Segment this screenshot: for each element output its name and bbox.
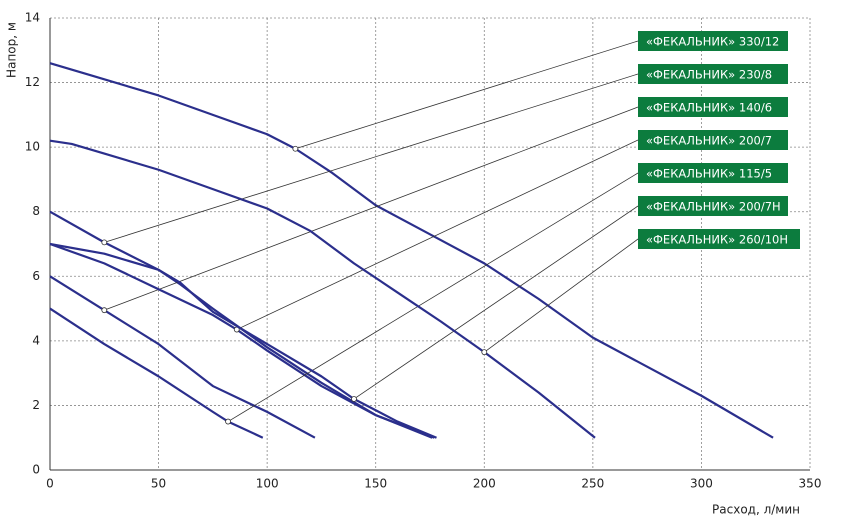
y-tick-label: 6	[32, 269, 40, 283]
legend-label: «ФЕКАЛЬНИК» 330/12	[646, 35, 779, 49]
callout-line	[104, 73, 639, 243]
label-box	[638, 31, 788, 51]
y-tick-label: 14	[25, 11, 40, 25]
legend-label: «ФЕКАЛЬНИК» 200/7Н	[646, 200, 781, 214]
curve	[49, 242, 437, 439]
callout-point	[481, 349, 488, 356]
callout-line	[353, 205, 639, 400]
label-box	[638, 97, 788, 117]
callout-line	[227, 172, 639, 422]
x-tick-label: 50	[151, 477, 166, 491]
callout-point	[351, 396, 357, 402]
x-tick-label: 150	[364, 477, 387, 491]
label-box	[638, 196, 788, 216]
curve	[49, 275, 316, 439]
y-axis-title: Напор, м	[5, 22, 19, 78]
x-tick-label: 300	[690, 477, 713, 491]
callout-line	[104, 106, 639, 311]
y-tick-label: 0	[32, 463, 40, 477]
x-tick-label: 0	[46, 477, 54, 491]
legend-label: «ФЕКАЛЬНИК» 200/7	[646, 134, 772, 148]
legend-label: «ФЕКАЛЬНИК» 140/6	[646, 101, 772, 115]
x-axis-title: Расход, л/мин	[712, 503, 800, 517]
x-tick-label: 350	[799, 477, 822, 491]
callout-line	[236, 139, 639, 330]
callout-point	[101, 307, 108, 314]
y-tick-label: 8	[32, 204, 40, 218]
callout-point	[292, 145, 299, 152]
callout-point	[225, 418, 231, 425]
x-tick-label: 100	[256, 477, 279, 491]
x-tick-label: 250	[581, 477, 604, 491]
curve	[49, 210, 435, 439]
legend-label: «ФЕКАЛЬНИК» 115/5	[646, 167, 772, 181]
curve	[49, 62, 774, 439]
callout-line	[484, 238, 639, 353]
label-box	[638, 163, 788, 183]
y-tick-label: 4	[32, 333, 40, 347]
label-box	[638, 229, 800, 249]
legend-label: «ФЕКАЛЬНИК» 230/8	[646, 68, 772, 82]
y-tick-label: 2	[32, 398, 40, 412]
callout-line	[295, 40, 639, 150]
x-tick-label: 200	[473, 477, 496, 491]
label-box	[638, 130, 788, 150]
y-tick-label: 12	[25, 75, 40, 89]
legend-label: «ФЕКАЛЬНИК» 260/10Н	[646, 233, 788, 247]
curve	[49, 307, 264, 439]
y-tick-label: 10	[25, 140, 40, 154]
label-box	[638, 64, 788, 84]
callout-point	[101, 239, 108, 246]
